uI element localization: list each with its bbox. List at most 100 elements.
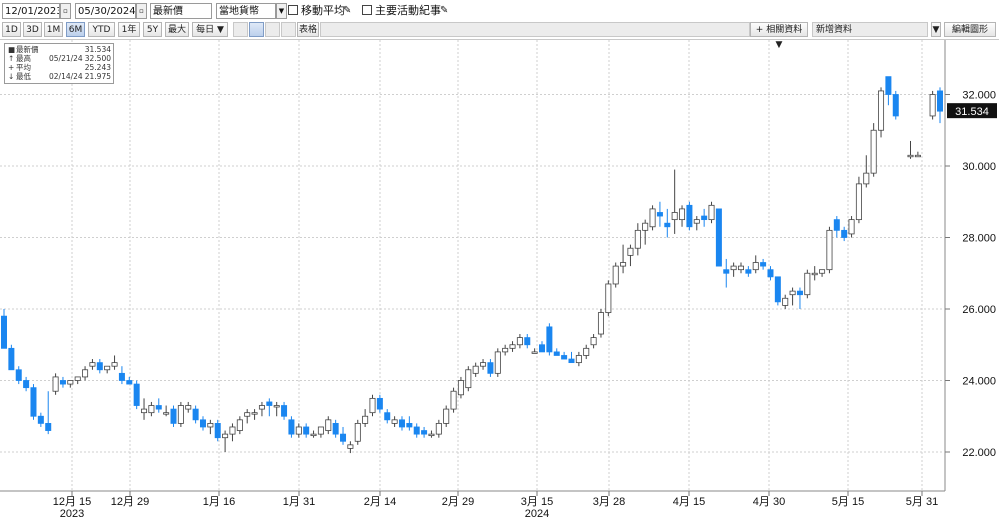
candle-body bbox=[855, 183, 862, 221]
edit-chart-button[interactable]: 編輯圖形 bbox=[944, 22, 996, 37]
candle-body bbox=[155, 405, 162, 410]
add-data-input[interactable]: 新增資料 bbox=[812, 22, 928, 37]
candle bbox=[37, 412, 44, 427]
candle-body bbox=[701, 215, 708, 221]
start-date-calendar-icon[interactable]: ▫ bbox=[60, 3, 71, 19]
candle-body bbox=[664, 222, 671, 228]
x-tick-label: 12月 29 bbox=[111, 496, 150, 508]
chart-toolbar: 12/01/2023 ▫ 05/30/2024 ▫ 最新價 當地貨幣 ▼ 移動平… bbox=[0, 0, 999, 50]
candle-body bbox=[126, 380, 133, 385]
currency-select[interactable]: 當地貨幣 bbox=[216, 3, 276, 19]
candle-body bbox=[82, 369, 89, 378]
chart-style-button-3[interactable] bbox=[265, 22, 280, 37]
table-button[interactable]: 表格 bbox=[297, 22, 319, 37]
period-button-6m[interactable]: 6M bbox=[66, 22, 85, 37]
candle bbox=[303, 423, 310, 438]
currency-dropdown-icon[interactable]: ▼ bbox=[276, 3, 287, 19]
candle bbox=[310, 430, 317, 438]
candle bbox=[398, 416, 405, 431]
candle-body bbox=[133, 383, 140, 406]
candle bbox=[96, 359, 103, 374]
candle-body bbox=[686, 204, 693, 228]
candle-body bbox=[30, 387, 37, 417]
candle-body bbox=[730, 265, 737, 271]
legend-value: 21.975 bbox=[84, 72, 111, 81]
x-tick-label: 1月 31 bbox=[283, 496, 315, 508]
period-button-3d[interactable]: 3D bbox=[23, 22, 42, 37]
x-year-label: 2024 bbox=[525, 508, 549, 519]
candle bbox=[730, 262, 737, 277]
period-button-max[interactable]: 最大 bbox=[165, 22, 189, 37]
legend-value: 25.243 bbox=[84, 63, 111, 72]
candle-body bbox=[634, 229, 641, 249]
frequency-select[interactable]: 每日 ▼ bbox=[192, 22, 228, 37]
candle bbox=[649, 205, 656, 231]
x-tick-label: 3月 28 bbox=[593, 496, 625, 508]
candle bbox=[892, 90, 899, 120]
candle bbox=[435, 419, 442, 438]
candle bbox=[177, 401, 184, 427]
end-date-input[interactable]: 05/30/2024 bbox=[75, 3, 136, 19]
pencil-icon[interactable]: ✎ bbox=[343, 5, 352, 16]
price-chart: 22.000 24.000 26.000 28.000 30.000 32.000 12月… bbox=[0, 40, 997, 519]
candle-body bbox=[207, 422, 214, 428]
candle bbox=[841, 226, 848, 242]
period-button-ytd[interactable]: YTD bbox=[88, 22, 115, 37]
candle-body bbox=[258, 405, 265, 410]
arrow-up-icon: ↑ bbox=[8, 54, 15, 63]
candle bbox=[89, 359, 96, 370]
period-button-5y[interactable]: 5Y bbox=[143, 22, 162, 37]
candle-body bbox=[620, 262, 627, 267]
candle bbox=[413, 423, 420, 438]
candle bbox=[870, 123, 877, 177]
candle bbox=[819, 269, 826, 277]
candle-body bbox=[273, 405, 280, 408]
candle bbox=[222, 430, 229, 452]
period-button-1y[interactable]: 1年 bbox=[118, 22, 140, 37]
candle-body bbox=[509, 344, 516, 349]
x-tick-label: 4月 30 bbox=[753, 496, 785, 508]
candle-body bbox=[303, 426, 310, 435]
x-tick-label: 12月 15 bbox=[53, 496, 92, 508]
candle bbox=[163, 405, 170, 417]
candle-body bbox=[52, 376, 59, 392]
candle-body bbox=[111, 362, 118, 367]
related-data-button[interactable]: + 相關資料 ▼ bbox=[750, 22, 808, 50]
candle bbox=[679, 205, 686, 227]
period-button-1m[interactable]: 1M bbox=[44, 22, 63, 37]
candle bbox=[23, 376, 30, 392]
candle-body bbox=[118, 372, 125, 381]
candle bbox=[199, 416, 206, 431]
add-data-dropdown-icon[interactable]: ▼ bbox=[931, 22, 941, 37]
candle-body bbox=[89, 362, 96, 367]
price-field-select[interactable]: 最新價 bbox=[150, 3, 212, 19]
candle-body bbox=[480, 362, 487, 367]
chart-style-button-2[interactable] bbox=[249, 22, 264, 37]
candle bbox=[251, 409, 258, 420]
end-date-calendar-icon[interactable]: ▫ bbox=[136, 3, 147, 19]
candle-body bbox=[340, 433, 347, 442]
candle-body bbox=[266, 401, 273, 406]
candle bbox=[340, 426, 347, 445]
chart-style-button-4[interactable] bbox=[281, 22, 296, 37]
candle bbox=[789, 287, 796, 306]
candle bbox=[170, 405, 177, 427]
candle-body bbox=[892, 94, 899, 117]
candle bbox=[192, 405, 199, 424]
start-date-input[interactable]: 12/01/2023 bbox=[2, 3, 60, 19]
moving-average-checkbox[interactable] bbox=[288, 5, 298, 15]
events-pencil-icon[interactable]: ✎ bbox=[440, 5, 449, 16]
candle bbox=[855, 176, 862, 224]
candle-body bbox=[841, 229, 848, 238]
candle-body bbox=[413, 426, 420, 435]
candle-body bbox=[8, 347, 15, 371]
last-price-tag: 31.534 bbox=[947, 103, 997, 119]
events-checkbox[interactable] bbox=[362, 5, 372, 15]
period-button-1d[interactable]: 1D bbox=[2, 22, 21, 37]
candle bbox=[804, 269, 811, 299]
chart-style-button-1[interactable] bbox=[233, 22, 248, 37]
candle bbox=[266, 398, 273, 417]
legend-row-low: ↓ 最低 02/14/24 21.975 bbox=[5, 72, 113, 81]
candle-body bbox=[848, 219, 855, 235]
